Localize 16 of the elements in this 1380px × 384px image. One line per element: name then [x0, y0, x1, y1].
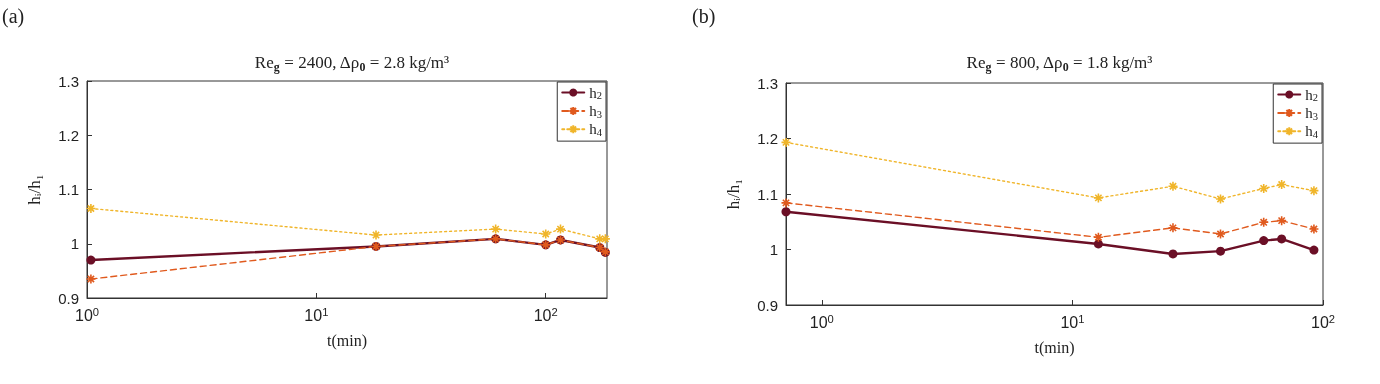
x-axis-title: t(min) — [1034, 338, 1075, 357]
y-tick-label: 1.2 — [757, 130, 778, 147]
y-tick-label: 1.1 — [757, 185, 778, 203]
y-tick-label: 1 — [70, 235, 79, 253]
x-axis-title: t(min) — [327, 331, 367, 350]
y-tick-label: 1 — [769, 241, 778, 258]
y-tick-label: 1.2 — [58, 126, 79, 144]
text: (b) — [692, 5, 716, 28]
y-tick-label: 1.3 — [757, 74, 778, 92]
text: (a) — [2, 5, 25, 28]
y-tick-label: 0.9 — [757, 296, 778, 314]
y-axis-title: hᵢ/h₁ — [25, 174, 44, 205]
y-tick-label: 1.3 — [58, 72, 79, 90]
y-tick-label: 1.1 — [58, 181, 79, 198]
y-axis-title: hᵢ/h₁ — [724, 178, 743, 210]
y-tick-label: 0.9 — [58, 289, 79, 307]
